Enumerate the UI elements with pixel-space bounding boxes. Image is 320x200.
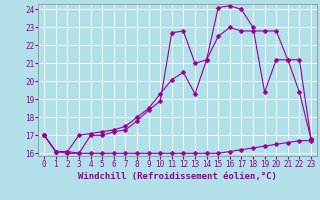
X-axis label: Windchill (Refroidissement éolien,°C): Windchill (Refroidissement éolien,°C)	[78, 172, 277, 181]
